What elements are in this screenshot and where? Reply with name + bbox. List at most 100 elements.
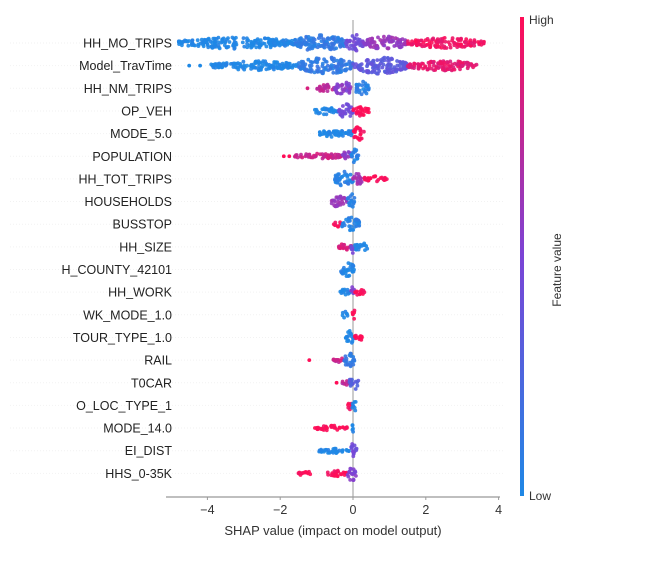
data-point: [346, 154, 351, 159]
feature-row: [296, 466, 358, 482]
colorbar-low-label: Low: [529, 489, 551, 503]
data-point: [324, 428, 329, 433]
data-point: [312, 70, 317, 75]
data-point: [207, 37, 211, 42]
data-point: [435, 43, 440, 48]
data-point: [335, 68, 339, 72]
data-point: [471, 65, 475, 70]
data-point: [211, 36, 216, 41]
data-point: [303, 62, 308, 67]
data-point: [245, 41, 250, 46]
feature-row: [343, 329, 364, 345]
data-point: [201, 44, 206, 49]
data-point: [306, 57, 311, 62]
data-point: [331, 59, 336, 64]
data-point: [284, 64, 289, 69]
data-point: [348, 265, 353, 269]
data-point: [363, 106, 368, 111]
data-point: [354, 154, 359, 159]
data-point: [297, 471, 302, 475]
data-point: [195, 38, 200, 43]
data-point: [425, 42, 430, 47]
data-point: [217, 65, 221, 70]
data-point: [325, 89, 330, 93]
data-point: [305, 86, 310, 91]
data-point: [224, 62, 229, 66]
data-point: [409, 42, 413, 47]
data-point: [319, 44, 324, 48]
data-point: [387, 71, 392, 75]
data-point: [336, 224, 340, 229]
data-point: [352, 196, 357, 200]
data-point: [366, 107, 371, 111]
data-point: [342, 358, 347, 362]
data-point: [338, 202, 343, 207]
feature-row: [305, 79, 371, 97]
data-point: [362, 129, 366, 134]
data-point: [355, 383, 360, 388]
data-point: [306, 35, 311, 39]
data-point: [200, 40, 205, 44]
data-point: [210, 45, 215, 50]
data-point: [358, 105, 362, 110]
data-point: [438, 39, 443, 44]
data-point: [353, 290, 358, 295]
data-point: [474, 62, 479, 67]
data-point: [267, 62, 272, 67]
data-point: [345, 173, 350, 178]
data-point: [455, 62, 460, 67]
data-point: [373, 70, 377, 75]
data-point: [432, 63, 436, 68]
data-point: [385, 66, 390, 71]
data-point: [343, 41, 348, 45]
data-point: [332, 198, 337, 203]
data-point: [394, 67, 399, 72]
data-point: [353, 334, 357, 339]
data-point: [371, 45, 376, 49]
data-point: [320, 70, 324, 74]
data-point: [325, 470, 330, 475]
data-point: [256, 60, 261, 65]
data-point: [359, 136, 364, 141]
data-point: [401, 64, 406, 69]
data-point: [256, 68, 261, 73]
data-point: [353, 408, 358, 413]
data-point: [300, 62, 305, 67]
feature-label: HHS_0-35K: [105, 467, 172, 481]
data-point: [351, 449, 355, 454]
data-point: [359, 179, 363, 183]
data-point: [428, 45, 432, 50]
data-point: [324, 67, 328, 72]
data-point: [357, 90, 362, 95]
data-point: [258, 38, 263, 43]
data-point: [421, 40, 426, 45]
data-point: [425, 67, 430, 72]
data-point: [358, 289, 362, 294]
data-point: [447, 67, 452, 71]
data-point: [324, 112, 329, 117]
data-point: [345, 181, 350, 186]
data-point: [375, 179, 379, 184]
data-point: [350, 285, 355, 290]
data-point: [353, 243, 357, 247]
data-point: [321, 37, 326, 42]
data-point: [342, 223, 347, 228]
data-point: [339, 472, 344, 477]
data-point: [351, 107, 356, 111]
feature-row: [176, 33, 486, 53]
data-point: [373, 63, 378, 68]
data-point: [479, 39, 483, 44]
data-point: [342, 173, 347, 178]
feature-row: [333, 169, 389, 188]
data-point: [357, 221, 361, 226]
data-point: [343, 155, 347, 160]
data-point: [343, 67, 348, 72]
data-point: [352, 316, 356, 321]
data-point: [345, 362, 350, 367]
data-point: [355, 125, 360, 130]
data-point: [348, 114, 353, 118]
data-point: [329, 473, 334, 478]
data-point: [241, 36, 246, 40]
data-point: [354, 148, 359, 153]
feature-label: HOUSEHOLDS: [84, 195, 172, 209]
